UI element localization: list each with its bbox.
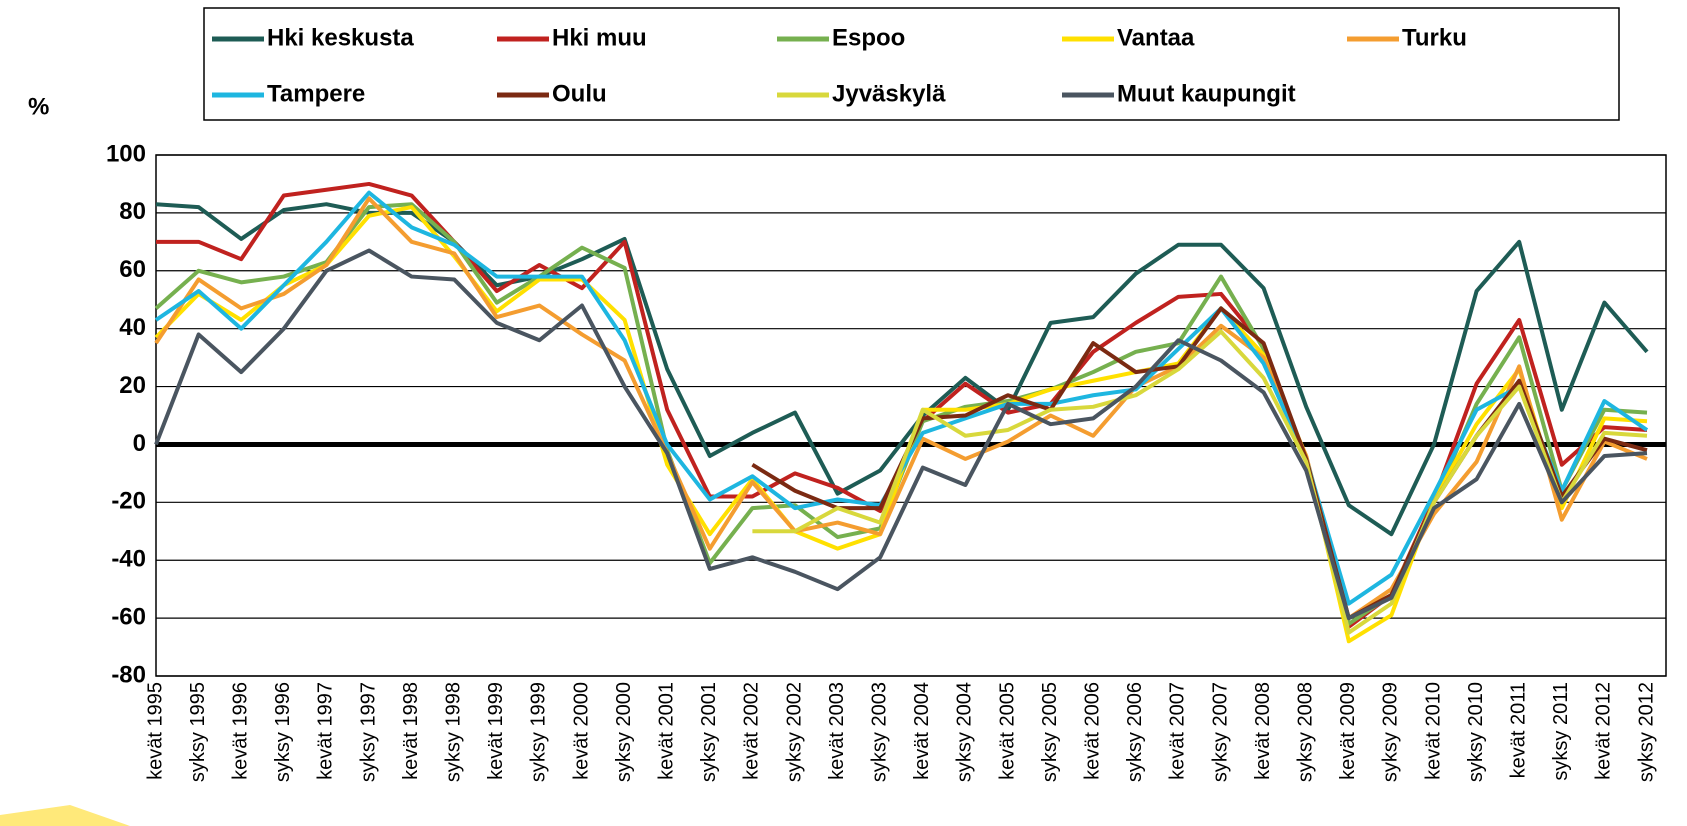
- legend-label: Turku: [1402, 24, 1467, 51]
- series-line: [154, 205, 1648, 644]
- x-tick-label: syksy 2008: [1294, 682, 1316, 782]
- x-tick-label: syksy 2011: [1550, 682, 1572, 781]
- x-tick-label: syksy 1996: [272, 682, 294, 782]
- x-tick-label: kevät 2009: [1337, 682, 1359, 780]
- y-axis-label: %: [28, 93, 49, 120]
- legend-label: Tampere: [267, 80, 365, 107]
- y-tick-label: 40: [119, 314, 146, 341]
- y-tick-label: 60: [119, 256, 146, 283]
- legend-label: Vantaa: [1117, 24, 1195, 51]
- legend-label: Espoo: [832, 24, 905, 51]
- x-tick-label: kevät 1999: [485, 682, 507, 780]
- legend-box: [203, 7, 1620, 121]
- x-tick-label: syksy 1998: [442, 682, 464, 782]
- y-tick-label: 80: [119, 198, 146, 225]
- plot-area: [155, 154, 1667, 677]
- x-tick-label: syksy 2003: [868, 682, 890, 782]
- x-tick-label: kevät 2001: [655, 682, 677, 780]
- series-line: [155, 202, 1649, 537]
- x-tick-label: kevät 2006: [1081, 682, 1103, 780]
- series-line: [154, 190, 1649, 606]
- y-tick-label: -20: [111, 488, 146, 515]
- x-tick-label: kevät 2012: [1593, 682, 1615, 780]
- x-tick-label: syksy 1995: [187, 682, 209, 782]
- x-tick-label: syksy 2004: [954, 682, 976, 782]
- x-tick-label: kevät 2005: [996, 682, 1018, 780]
- x-tick-label: syksy 1997: [357, 682, 379, 782]
- x-tick-label: kevät 2007: [1167, 682, 1189, 780]
- x-tick-label: kevät 2003: [826, 682, 848, 780]
- legend-label: Jyväskylä: [832, 80, 946, 107]
- x-tick-label: kevät 1997: [315, 682, 337, 780]
- x-tick-label: syksy 2002: [783, 682, 805, 782]
- x-tick-label: kevät 2011: [1507, 682, 1529, 778]
- legend-label: Oulu: [552, 80, 607, 107]
- y-tick-label: -40: [111, 546, 146, 573]
- x-tick-label: kevät 2008: [1252, 682, 1274, 780]
- series-line: [154, 248, 1648, 621]
- x-tick-label: syksy 2006: [1124, 682, 1146, 782]
- x-tick-label: syksy 2005: [1039, 682, 1061, 782]
- series-line: [154, 202, 1648, 626]
- y-tick-label: -80: [111, 661, 146, 688]
- x-tick-label: syksy 1999: [528, 682, 550, 782]
- decoration: [0, 805, 130, 826]
- legend-label: Hki muu: [552, 24, 647, 51]
- series-line: [154, 196, 1648, 621]
- x-tick-label: syksy 2007: [1209, 682, 1231, 782]
- x-tick-label: syksy 2012: [1635, 682, 1657, 782]
- x-tick-label: syksy 2010: [1465, 682, 1487, 782]
- legend-label: Hki keskusta: [267, 24, 414, 51]
- x-tick-label: kevät 2004: [911, 682, 933, 780]
- y-tick-label: -60: [111, 603, 146, 630]
- y-tick-label: 0: [133, 430, 146, 457]
- x-tick-label: syksy 2001: [698, 682, 720, 782]
- legend-label: Muut kaupungit: [1117, 80, 1296, 107]
- x-tick-label: kevät 1996: [229, 682, 251, 780]
- x-tick-label: syksy 2000: [613, 682, 635, 782]
- x-tick-label: kevät 2010: [1422, 682, 1444, 780]
- x-tick-label: kevät 2002: [741, 682, 763, 780]
- x-tick-label: kevät 2000: [570, 682, 592, 780]
- y-tick-label: 20: [119, 372, 146, 399]
- y-tick-label: 100: [106, 140, 146, 167]
- x-tick-label: kevät 1998: [400, 682, 422, 780]
- x-tick-label: syksy 2009: [1380, 682, 1402, 782]
- x-tick-label: kevät 1995: [144, 682, 166, 780]
